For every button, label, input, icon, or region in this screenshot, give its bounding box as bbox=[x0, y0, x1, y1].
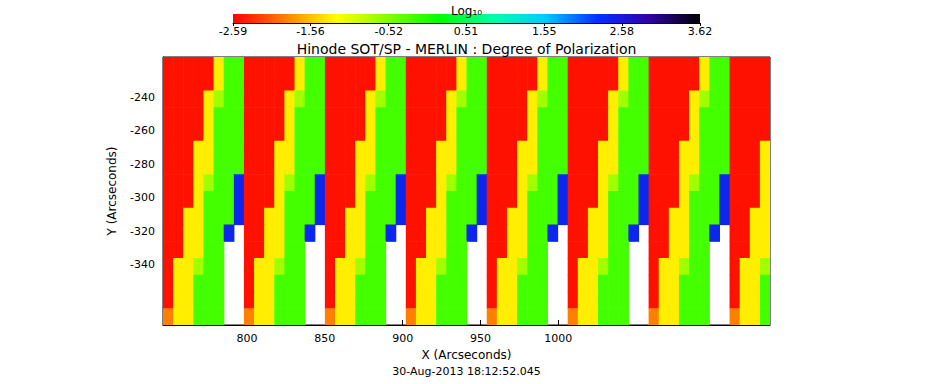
svg-text:3.62: 3.62 bbox=[688, 25, 713, 38]
svg-text:900: 900 bbox=[392, 332, 413, 345]
svg-text:0.51: 0.51 bbox=[454, 25, 479, 38]
svg-text:-340: -340 bbox=[130, 258, 155, 271]
svg-text:1000: 1000 bbox=[544, 332, 572, 345]
svg-text:Hinode SOT/SP - MERLIN : Degre: Hinode SOT/SP - MERLIN : Degree of Polar… bbox=[297, 41, 637, 57]
svg-text:-240: -240 bbox=[130, 91, 155, 104]
svg-text:Y (Arcseconds): Y (Arcseconds) bbox=[105, 146, 119, 236]
svg-text:-260: -260 bbox=[130, 124, 155, 137]
svg-text:-280: -280 bbox=[130, 158, 155, 171]
svg-text:850: 850 bbox=[314, 332, 335, 345]
svg-text:950: 950 bbox=[470, 332, 491, 345]
svg-text:Log₁₀: Log₁₀ bbox=[451, 4, 482, 18]
svg-text:-320: -320 bbox=[130, 225, 155, 238]
svg-text:30-Aug-2013 18:12:52.045: 30-Aug-2013 18:12:52.045 bbox=[392, 365, 541, 378]
svg-text:-300: -300 bbox=[130, 191, 155, 204]
svg-text:2.58: 2.58 bbox=[610, 25, 635, 38]
svg-text:800: 800 bbox=[237, 332, 258, 345]
svg-text:1.55: 1.55 bbox=[532, 25, 557, 38]
svg-text:-0.52: -0.52 bbox=[374, 25, 402, 38]
svg-text:X (Arcseconds): X (Arcseconds) bbox=[422, 348, 512, 362]
svg-text:-1.56: -1.56 bbox=[296, 25, 324, 38]
svg-text:-2.59: -2.59 bbox=[219, 25, 247, 38]
